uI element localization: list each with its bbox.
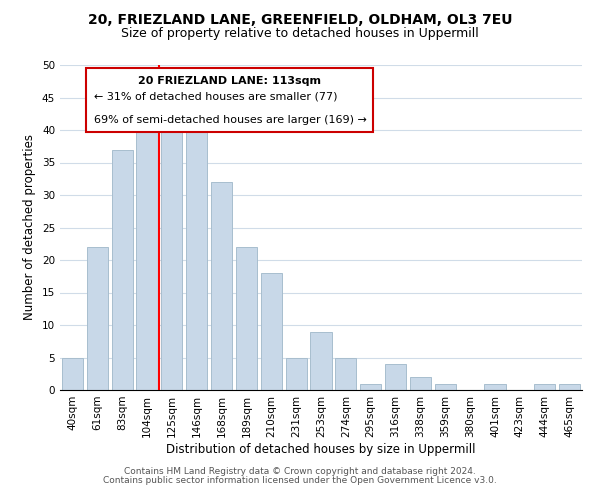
Bar xyxy=(310,332,332,390)
Bar xyxy=(435,384,456,390)
Bar xyxy=(87,247,108,390)
Text: Contains HM Land Registry data © Crown copyright and database right 2024.: Contains HM Land Registry data © Crown c… xyxy=(124,467,476,476)
X-axis label: Distribution of detached houses by size in Uppermill: Distribution of detached houses by size … xyxy=(166,442,476,456)
Bar xyxy=(136,124,158,390)
Text: ← 31% of detached houses are smaller (77): ← 31% of detached houses are smaller (77… xyxy=(94,92,337,102)
Bar xyxy=(484,384,506,390)
Bar xyxy=(161,124,182,390)
Bar xyxy=(236,247,257,390)
Text: 20, FRIEZLAND LANE, GREENFIELD, OLDHAM, OL3 7EU: 20, FRIEZLAND LANE, GREENFIELD, OLDHAM, … xyxy=(88,12,512,26)
Bar xyxy=(534,384,555,390)
Y-axis label: Number of detached properties: Number of detached properties xyxy=(23,134,37,320)
Bar xyxy=(360,384,381,390)
Bar xyxy=(335,358,356,390)
Bar xyxy=(186,130,207,390)
Bar xyxy=(261,273,282,390)
FancyBboxPatch shape xyxy=(86,68,373,132)
Text: 20 FRIEZLAND LANE: 113sqm: 20 FRIEZLAND LANE: 113sqm xyxy=(138,76,321,86)
Text: Contains public sector information licensed under the Open Government Licence v3: Contains public sector information licen… xyxy=(103,476,497,485)
Bar xyxy=(62,358,83,390)
Text: 69% of semi-detached houses are larger (169) →: 69% of semi-detached houses are larger (… xyxy=(94,115,367,125)
Bar xyxy=(385,364,406,390)
Bar xyxy=(112,150,133,390)
Bar xyxy=(211,182,232,390)
Bar xyxy=(559,384,580,390)
Bar xyxy=(286,358,307,390)
Text: Size of property relative to detached houses in Uppermill: Size of property relative to detached ho… xyxy=(121,28,479,40)
Bar xyxy=(410,377,431,390)
